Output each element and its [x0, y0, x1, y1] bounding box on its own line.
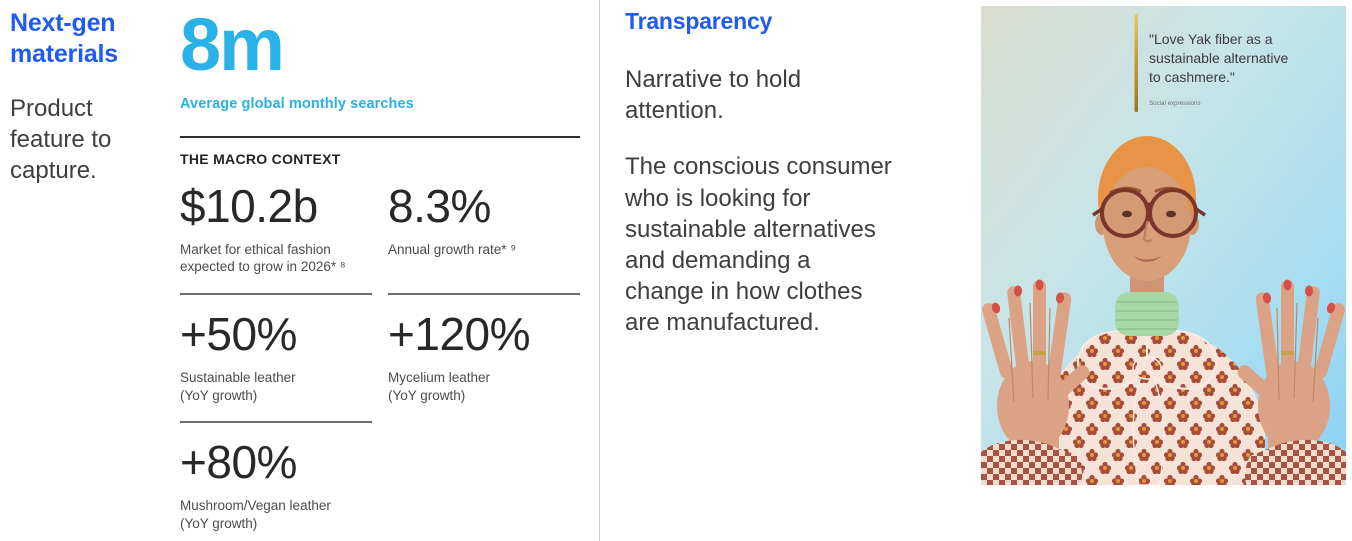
stat-divider — [388, 293, 580, 296]
stat-value: +80% — [180, 436, 297, 489]
quote-source: Social expressions — [1149, 100, 1201, 107]
stat-label: Mycelium leather (YoY growth) — [388, 369, 491, 403]
ring — [1281, 351, 1294, 355]
stats-row-1: $10.2b Market for ethical fashion expect… — [180, 181, 580, 276]
collar-right — [1146, 330, 1217, 390]
bow-tails — [1132, 375, 1165, 485]
transparency-column: Transparency Narrative to hold attention… — [625, 8, 940, 339]
stats-divider-row-1 — [180, 293, 580, 296]
stat-value: +50% — [180, 308, 297, 361]
left-cuff — [981, 439, 1082, 485]
stats-row-3: +80% Mushroom/Vegan leather (YoY growth) — [180, 437, 580, 532]
column-divider — [599, 0, 600, 541]
right-cuff — [1245, 439, 1346, 485]
stat-value: 8.3% — [388, 180, 491, 232]
stat-label: Mushroom/Vegan leather (YoY growth) — [180, 498, 331, 531]
lips — [1133, 256, 1162, 262]
section-title: THE MACRO CONTEXT — [180, 151, 341, 167]
left-column: Next-gen materials Product feature to ca… — [10, 8, 178, 186]
page-subtitle: Product feature to capture. — [10, 94, 112, 184]
hero-stat-value: 8m — [180, 3, 285, 86]
portrait-photo: "Love Yak fiber as a sustainable alterna… — [981, 6, 1346, 485]
stat-divider — [180, 421, 372, 424]
eye — [1122, 210, 1132, 218]
stat-label: Sustainable leather (YoY growth) — [180, 369, 296, 403]
transparency-title: Transparency — [625, 8, 773, 34]
person-figure — [981, 136, 1346, 485]
photo-quote: "Love Yak fiber as a sustainable alterna… — [1149, 31, 1292, 85]
bow-knot — [1132, 356, 1162, 380]
stat-market-size: $10.2b Market for ethical fashion expect… — [180, 181, 388, 276]
stat-vegan-leather: +80% Mushroom/Vegan leather (YoY growth) — [180, 437, 388, 532]
stats-row-2: +50% Sustainable leather (YoY growth) +1… — [180, 309, 580, 404]
stat-mycelium-leather: +120% Mycelium leather (YoY growth) — [388, 309, 580, 404]
stat-value: $10.2b — [180, 180, 318, 232]
stat-label: Market for ethical fashion expected to g… — [180, 241, 346, 275]
quote-accent-bar — [1134, 14, 1138, 112]
stats-panel: 8m Average global monthly searches THE M… — [180, 0, 580, 533]
stat-value: +120% — [388, 308, 531, 361]
nose — [1142, 221, 1152, 243]
transparency-intro: Narrative to hold attention. — [625, 66, 802, 125]
ring — [1033, 351, 1046, 355]
stats-divider-row-2 — [180, 421, 580, 424]
section-rule — [180, 136, 580, 138]
page-title: Next-gen materials — [10, 9, 118, 69]
stat-sustainable-leather: +50% Sustainable leather (YoY growth) — [180, 309, 388, 404]
turtleneck — [1115, 292, 1179, 336]
eye — [1166, 210, 1176, 218]
stat-growth-rate: 8.3% Annual growth rate* ⁹ — [388, 181, 580, 276]
stat-divider — [180, 293, 372, 296]
transparency-body: The conscious consumer who is looking fo… — [625, 153, 892, 337]
stat-label: Annual growth rate* ⁹ — [388, 241, 517, 257]
portrait-photo-illustration: "Love Yak fiber as a sustainable alterna… — [981, 6, 1346, 485]
hero-stat-caption: Average global monthly searches — [180, 96, 414, 112]
